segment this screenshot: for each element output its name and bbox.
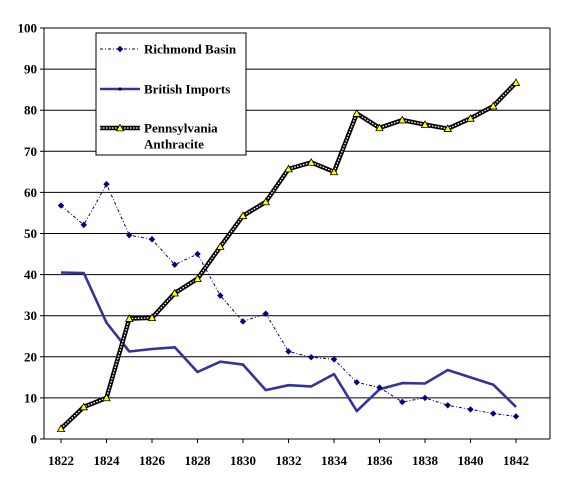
x-tick-label-1824: 1824 xyxy=(94,453,121,468)
y-tick-label-80: 80 xyxy=(24,103,37,118)
x-tick-label-1822: 1822 xyxy=(48,453,74,468)
marker-pennsylvania-anthracite-1822 xyxy=(56,424,66,433)
marker-richmond-basin-1826 xyxy=(148,236,156,243)
x-tick-label-1834: 1834 xyxy=(321,453,348,468)
marker-richmond-basin-1823 xyxy=(80,221,87,229)
marker-pennsylvania-anthracite-1834 xyxy=(329,167,339,176)
x-tick-label-1826: 1826 xyxy=(139,453,166,468)
marker-pennsylvania-anthracite-1840 xyxy=(466,113,475,122)
marker-richmond-basin-1828 xyxy=(194,250,201,258)
y-tick-label-40: 40 xyxy=(24,267,37,282)
y-tick-label-60: 60 xyxy=(24,185,37,200)
x-tick-label-1840: 1840 xyxy=(458,453,484,468)
y-tick-label-100: 100 xyxy=(18,21,38,36)
legend: Richmond Basin British Imports Pennsylvani… xyxy=(95,32,247,156)
marker-pennsylvania-anthracite-1838 xyxy=(420,120,430,128)
marker-pennsylvania-anthracite-1826 xyxy=(147,313,157,322)
marker-pennsylvania-anthracite-1831 xyxy=(261,197,271,206)
marker-richmond-basin-1833 xyxy=(308,354,315,361)
marker-pennsylvania-anthracite-1830 xyxy=(238,211,248,220)
y-tick-label-30: 30 xyxy=(24,308,37,323)
marker-richmond-basin-1837 xyxy=(399,398,406,406)
marker-pennsylvania-anthracite-1827 xyxy=(170,288,180,297)
marker-pennsylvania-anthracite-1837 xyxy=(397,115,407,124)
marker-richmond-basin-1830 xyxy=(239,318,247,325)
x-tick-label-1836: 1836 xyxy=(367,453,394,468)
y-tick-label-0: 0 xyxy=(31,432,38,447)
marker-richmond-basin-1831 xyxy=(262,310,269,317)
legend-label-richmond-basin: Richmond Basin xyxy=(144,42,237,57)
marker-richmond-basin-1840 xyxy=(467,406,474,413)
x-tick-label-1828: 1828 xyxy=(185,453,212,468)
marker-richmond-basin-1836 xyxy=(376,384,383,391)
marker-pennsylvania-anthracite-1842 xyxy=(511,78,521,86)
legend-label-british-imports: British Imports xyxy=(144,82,230,97)
tick-labels: 0 10 20 30 40 50 60 70 80 90 100 1822 1824 1826 1828 18… xyxy=(18,21,530,469)
legend-box xyxy=(95,32,247,156)
marker-richmond-basin-1839 xyxy=(444,402,451,409)
marker-richmond-basin-1829 xyxy=(217,292,224,299)
marker-richmond-basin-1834 xyxy=(330,356,338,363)
marker-pennsylvania-anthracite-1823 xyxy=(79,402,89,411)
y-tick-label-70: 70 xyxy=(24,144,37,159)
legend-marker-pennsylvania-anthracite xyxy=(115,123,125,132)
marker-richmond-basin-1824 xyxy=(103,180,110,188)
marker-pennsylvania-anthracite-1828 xyxy=(193,274,202,282)
y-tick-label-90: 90 xyxy=(24,62,37,77)
series-markers xyxy=(56,78,521,433)
marker-richmond-basin-1841 xyxy=(490,410,497,417)
legend-label-pennsylvania-anthracite-2: Anthracite xyxy=(144,137,204,152)
marker-richmond-basin-1825 xyxy=(126,231,133,239)
marker-pennsylvania-anthracite-1832 xyxy=(284,164,293,173)
marker-pennsylvania-anthracite-1825 xyxy=(124,314,134,322)
y-tick-label-50: 50 xyxy=(24,226,37,241)
marker-pennsylvania-anthracite-1836 xyxy=(375,123,384,132)
marker-richmond-basin-1838 xyxy=(421,394,429,402)
x-tick-label-1830: 1830 xyxy=(230,453,256,468)
marker-richmond-basin-1827 xyxy=(171,261,178,268)
axes xyxy=(40,27,551,443)
marker-richmond-basin-1832 xyxy=(285,348,292,355)
marker-pennsylvania-anthracite-1833 xyxy=(306,157,316,166)
legend-marker-british-imports xyxy=(118,87,122,91)
marker-pennsylvania-anthracite-1824 xyxy=(102,393,111,402)
marker-pennsylvania-anthracite-1835 xyxy=(352,109,362,117)
legend-marker-richmond-basin xyxy=(116,45,124,53)
x-tick-label-1832: 1832 xyxy=(276,453,302,468)
marker-pennsylvania-anthracite-1829 xyxy=(215,242,225,250)
marker-pennsylvania-anthracite-1841 xyxy=(488,101,498,110)
y-tick-label-20: 20 xyxy=(24,349,37,364)
x-tick-label-1838: 1838 xyxy=(412,453,439,468)
series-line-richmond-basin xyxy=(60,183,517,417)
y-tick-label-10: 10 xyxy=(24,390,37,405)
marker-richmond-basin-1822 xyxy=(57,202,65,209)
legend-label-pennsylvania-anthracite-1: Pennsylvania xyxy=(144,121,218,136)
marker-richmond-basin-1842 xyxy=(512,413,520,420)
marker-richmond-basin-1835 xyxy=(353,379,360,386)
marker-pennsylvania-anthracite-1839 xyxy=(443,124,453,132)
series-line-british-imports xyxy=(60,271,517,413)
x-tick-label-1842: 1842 xyxy=(503,453,529,468)
